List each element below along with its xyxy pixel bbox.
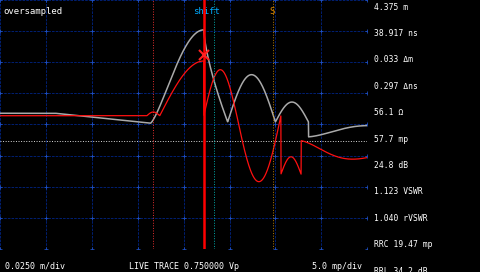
- Text: 0.033 Δm: 0.033 Δm: [374, 55, 413, 64]
- Text: RRL 34.2 dB: RRL 34.2 dB: [374, 267, 428, 272]
- Text: 0.297 Δns: 0.297 Δns: [374, 82, 418, 91]
- Text: 5.0 mp/div: 5.0 mp/div: [312, 262, 362, 271]
- Text: LIVE TRACE 0.750000 Vp: LIVE TRACE 0.750000 Vp: [129, 262, 239, 271]
- Text: 1.040 rVSWR: 1.040 rVSWR: [374, 214, 428, 223]
- Text: 1.123 VSWR: 1.123 VSWR: [374, 187, 423, 196]
- Text: shift: shift: [193, 7, 220, 17]
- Text: 56.1 Ω: 56.1 Ω: [374, 108, 404, 117]
- Text: 24.8 dB: 24.8 dB: [374, 161, 408, 170]
- Text: S: S: [270, 7, 275, 17]
- Text: RRC 19.47 mp: RRC 19.47 mp: [374, 240, 433, 249]
- Text: 0.0250 m/div: 0.0250 m/div: [5, 262, 65, 271]
- Text: 38.917 ns: 38.917 ns: [374, 29, 418, 38]
- Text: 4.375 m: 4.375 m: [374, 3, 408, 12]
- Text: 57.7 mp: 57.7 mp: [374, 135, 408, 144]
- Text: oversampled: oversampled: [4, 7, 63, 17]
